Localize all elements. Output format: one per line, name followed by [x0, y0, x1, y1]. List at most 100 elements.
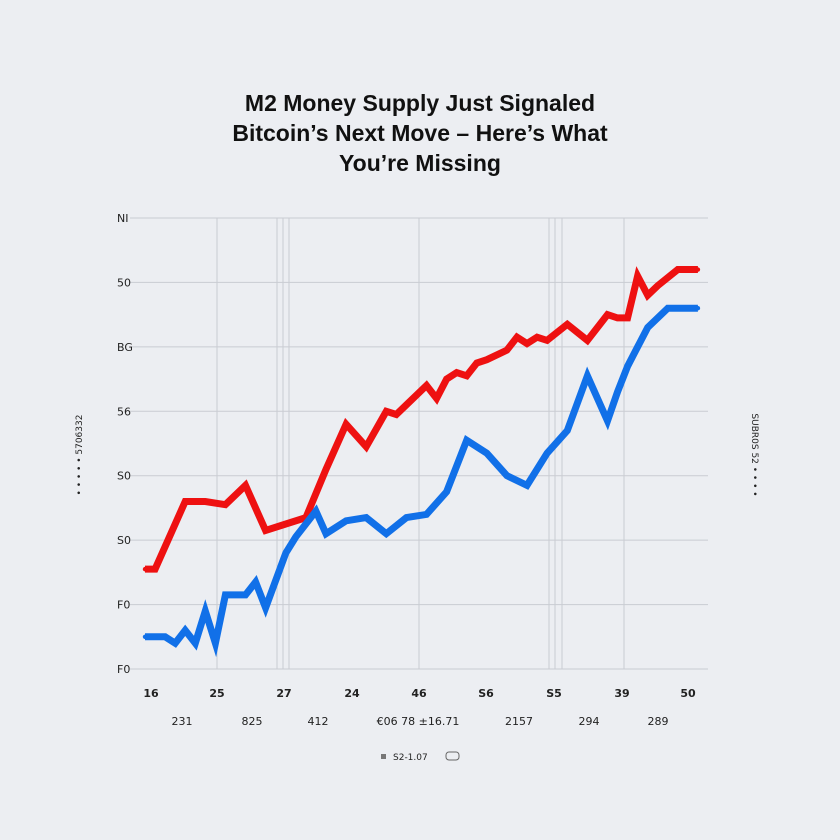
- data-point-blue: [615, 389, 620, 395]
- data-point-red: [524, 341, 530, 346]
- y-tick-label: S0: [117, 534, 131, 547]
- data-point-blue: [152, 634, 158, 639]
- data-point-red: [223, 502, 228, 507]
- data-point-blue: [464, 438, 469, 443]
- data-point-blue: [293, 534, 299, 540]
- x-sub-label: 2157: [505, 715, 533, 728]
- data-point-blue: [343, 518, 349, 524]
- x-tick-label: 46: [411, 687, 427, 700]
- data-point-red: [323, 467, 329, 472]
- data-point-red: [625, 315, 630, 321]
- data-point-red: [675, 267, 681, 272]
- data-point-blue: [193, 641, 198, 646]
- data-point-blue: [605, 418, 610, 424]
- series-line-red: [145, 266, 698, 573]
- data-point-red: [635, 273, 640, 279]
- data-point-red: [484, 357, 490, 362]
- data-point-blue: [253, 579, 258, 585]
- x-tick-label: 25: [209, 687, 224, 700]
- data-point-red: [363, 444, 369, 449]
- right-axis-label: SUBR0S 52 • • • •: [749, 413, 759, 496]
- data-point-blue: [424, 512, 429, 517]
- x-sub-label: 825: [242, 715, 263, 728]
- x-sub-label: 231: [172, 715, 193, 728]
- data-point-red: [152, 566, 158, 572]
- x-tick-label: 50: [680, 687, 696, 700]
- data-point-blue: [162, 634, 168, 639]
- data-point-red: [534, 334, 540, 340]
- x-tick-label: S5: [546, 687, 562, 700]
- data-point-blue: [313, 508, 319, 514]
- data-point-blue: [504, 473, 510, 478]
- y-tick-label: F0: [117, 663, 130, 676]
- chart-title-line-3: You’re Missing: [339, 150, 501, 176]
- data-point-blue: [223, 592, 228, 598]
- data-point-red: [565, 322, 570, 327]
- data-point-blue: [243, 592, 248, 598]
- data-point-blue: [142, 634, 148, 639]
- data-point-blue: [283, 550, 288, 556]
- data-point-blue: [233, 592, 238, 598]
- data-point-red: [404, 402, 409, 408]
- data-point-red: [454, 370, 459, 375]
- data-point-red: [645, 293, 650, 298]
- x-tick-label: 27: [276, 687, 291, 700]
- data-point-blue: [363, 515, 369, 520]
- data-point-red: [514, 334, 520, 340]
- data-point-blue: [665, 306, 670, 311]
- data-point-blue: [213, 641, 218, 646]
- data-point-blue: [404, 515, 409, 520]
- data-point-red: [605, 312, 610, 317]
- y-tick-label: S0: [117, 470, 131, 483]
- data-point-red: [444, 376, 449, 382]
- data-point-blue: [323, 531, 329, 536]
- data-point-red: [283, 521, 288, 527]
- data-point-red: [464, 373, 469, 379]
- left-axis-label: • • • • • 5706332: [75, 415, 85, 496]
- data-point-red: [434, 396, 439, 401]
- chart-title: M2 Money Supply Just Signaled Bitcoin’s …: [120, 88, 720, 178]
- x-sub-label: €06 78 ±16.71: [377, 715, 460, 728]
- y-tick-label: 50: [117, 276, 131, 289]
- data-point-blue: [585, 373, 590, 379]
- data-point-blue: [484, 450, 490, 456]
- x-sub-label: 289: [648, 715, 669, 728]
- data-point-blue: [524, 483, 530, 488]
- x-tick-label: S6: [478, 687, 494, 700]
- data-point-blue: [444, 489, 449, 495]
- data-point-red: [394, 412, 399, 417]
- data-point-blue: [183, 628, 188, 633]
- data-point-blue: [695, 306, 701, 311]
- data-point-blue: [544, 450, 550, 456]
- data-point-blue: [263, 605, 268, 610]
- data-point-red: [615, 315, 620, 321]
- data-point-red: [695, 267, 701, 272]
- data-point-blue: [172, 641, 178, 646]
- data-point-red: [424, 383, 429, 388]
- data-point-blue: [645, 325, 650, 330]
- data-point-red: [243, 483, 248, 488]
- legend-box: [445, 751, 460, 761]
- data-point-blue: [565, 428, 570, 433]
- legend-swatch: [381, 754, 386, 759]
- x-sub-label: 412: [308, 715, 329, 728]
- data-point-blue: [203, 608, 208, 614]
- chart-title-line-2: Bitcoin’s Next Move – Here’s What: [232, 120, 608, 146]
- legend-label: S2-1.07: [393, 753, 428, 763]
- data-point-blue: [384, 531, 389, 536]
- chart-title-line-1: M2 Money Supply Just Signaled: [244, 90, 596, 116]
- data-point-red: [384, 409, 389, 414]
- data-point-red: [474, 360, 479, 366]
- y-tick-label: NI: [117, 212, 128, 225]
- data-point-red: [544, 338, 550, 343]
- x-sub-label: 294: [579, 715, 600, 728]
- x-tick-label: 24: [344, 687, 360, 700]
- data-point-red: [504, 347, 510, 353]
- x-tick-label: 16: [143, 687, 159, 700]
- data-point-red: [183, 499, 188, 504]
- data-point-blue: [625, 363, 630, 369]
- data-point-red: [343, 421, 349, 427]
- y-tick-label: BG: [117, 341, 133, 354]
